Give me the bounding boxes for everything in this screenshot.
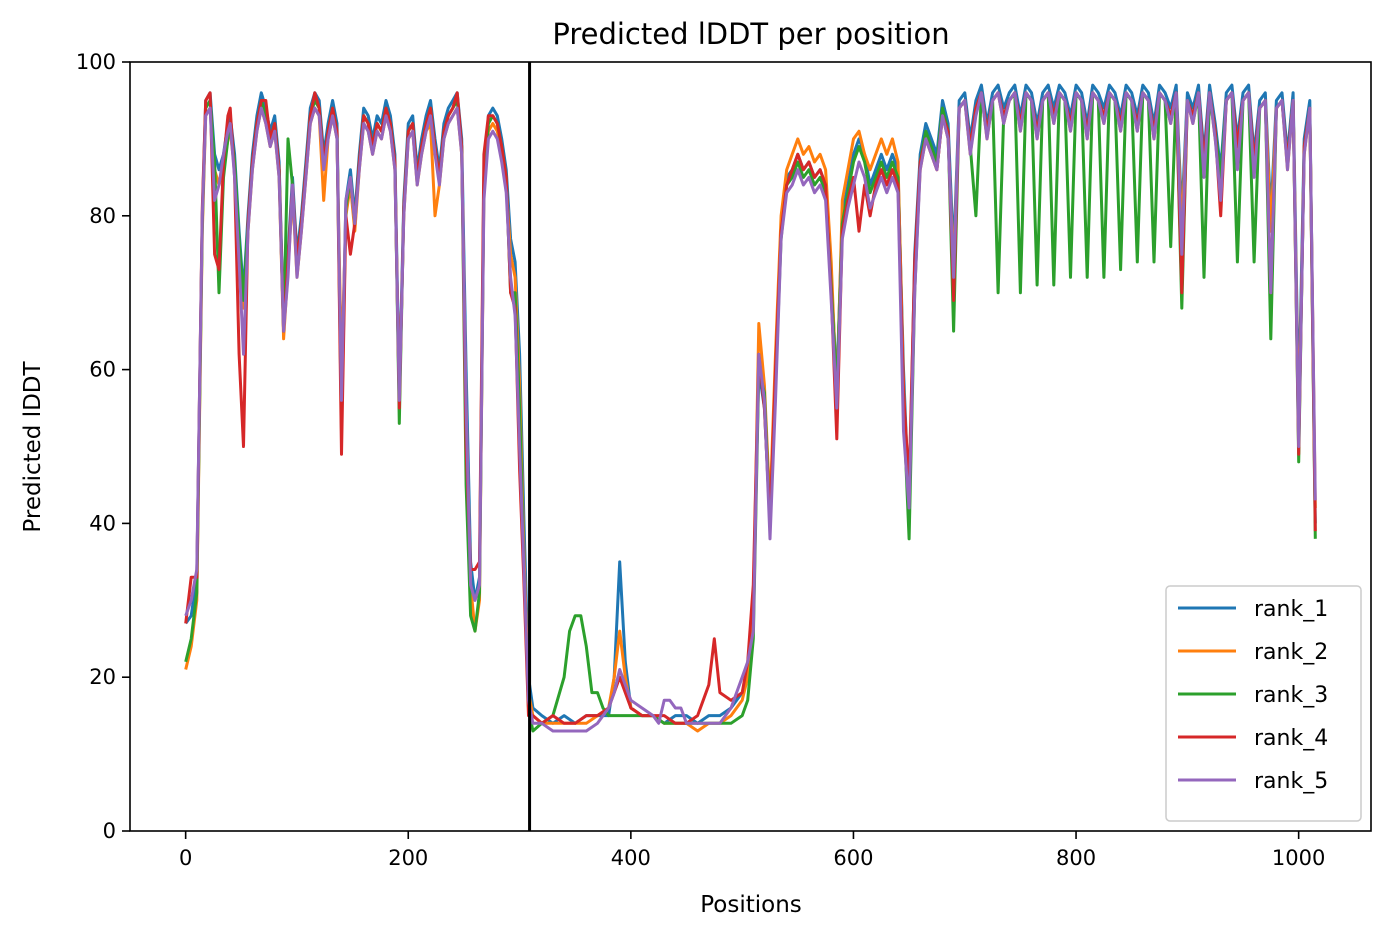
x-tick-label-5: 1000	[1272, 846, 1325, 870]
y-tick-label-0: 0	[103, 819, 116, 843]
y-tick-label-5: 100	[76, 50, 116, 74]
series-line-rank_5	[184, 91, 1317, 733]
legend: rank_1 rank_2 rank_3 rank_4 rank_5	[1165, 585, 1362, 822]
y-axis-label: Predicted lDDT	[20, 360, 46, 532]
x-tick-label-3: 600	[833, 846, 873, 870]
legend-label-rank_3: rank_3	[1254, 683, 1328, 708]
y-tick-label-3: 60	[89, 358, 116, 382]
x-tick-label-4: 800	[1056, 846, 1096, 870]
series-layer	[184, 83, 1317, 733]
series-line-rank_4	[184, 91, 1317, 725]
legend-label-rank_2: rank_2	[1254, 640, 1328, 665]
plot-frame	[129, 61, 1372, 832]
x-tick-label-0: 0	[179, 846, 192, 870]
chart-title: Predicted lDDT per position	[552, 17, 949, 51]
x-axis-ticks: 0 200 400 600 800 1000	[179, 831, 1325, 870]
legend-box	[1165, 585, 1362, 822]
x-axis-label: Positions	[700, 892, 802, 918]
legend-label-rank_5: rank_5	[1254, 769, 1328, 794]
y-axis-ticks: 0 20 40 60 80 100	[76, 50, 130, 843]
y-tick-label-4: 80	[89, 204, 116, 228]
y-tick-label-1: 20	[89, 665, 116, 689]
y-tick-label-2: 40	[89, 511, 116, 535]
x-tick-label-1: 200	[388, 846, 428, 870]
x-tick-label-2: 400	[611, 846, 651, 870]
legend-label-rank_1: rank_1	[1254, 597, 1328, 622]
legend-label-rank_4: rank_4	[1254, 726, 1328, 751]
